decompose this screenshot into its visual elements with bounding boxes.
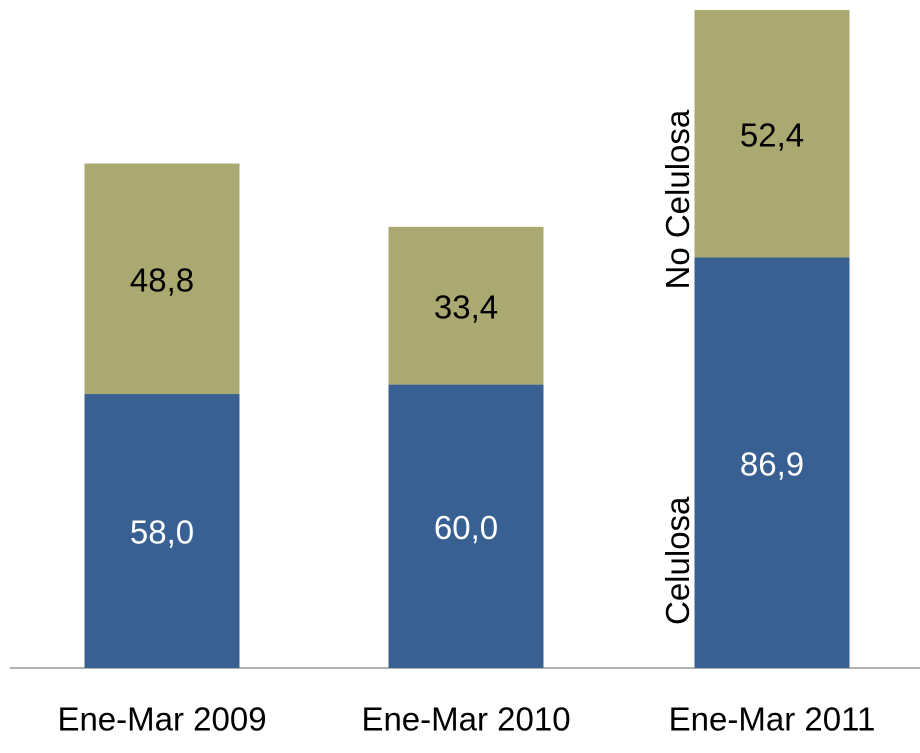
bar-segment (84, 163, 240, 395)
value-label: 52,4 (740, 116, 804, 153)
value-label: 48,8 (130, 261, 194, 298)
bar-segment (388, 384, 544, 668)
bar-segment (84, 394, 240, 668)
series-label: Celulosa (659, 496, 696, 625)
value-label: 86,9 (740, 445, 804, 482)
bar-segment (694, 10, 850, 258)
value-label: 33,4 (434, 288, 498, 325)
x-tick-label: Ene-Mar 2010 (361, 701, 570, 738)
value-label: 60,0 (434, 509, 498, 546)
value-label: 58,0 (130, 514, 194, 551)
series-label: No Celulosa (659, 109, 696, 289)
bar-segment (694, 257, 850, 668)
bar-segment (388, 226, 544, 385)
x-tick-label: Ene-Mar 2009 (57, 701, 266, 738)
x-tick-label: Ene-Mar 2011 (669, 701, 876, 738)
